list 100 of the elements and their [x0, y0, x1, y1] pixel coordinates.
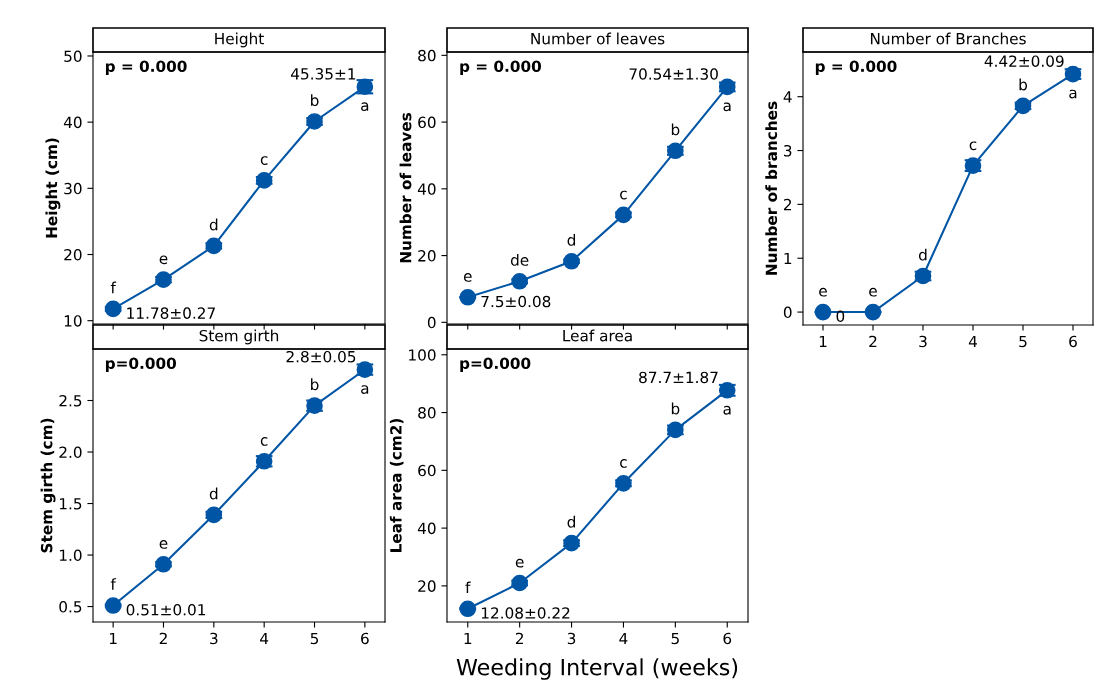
y-tick-label: 50	[64, 50, 82, 62]
chart-title: Number of Branches	[870, 32, 1026, 45]
y-tick-label: 20	[418, 580, 436, 592]
x-tick-label: 4	[968, 335, 977, 348]
y-axis-title: Number of branches	[765, 101, 778, 275]
x-tick-label: 3	[567, 632, 576, 645]
data-label: 7.5±0.08	[481, 295, 551, 308]
x-axis-title: Weeding Interval (weeks)	[456, 658, 738, 680]
y-tick-label: 40	[417, 522, 436, 535]
y-tick-label: 3	[784, 145, 792, 157]
data-label: 45.35±1	[291, 68, 356, 80]
y-tick-label: 0.5	[59, 601, 82, 613]
chart-title: Number of leaves	[531, 32, 665, 45]
annotation: c	[260, 437, 268, 446]
data-label: 2.8±0.05	[286, 350, 356, 363]
annotation: b	[1019, 78, 1028, 91]
annotation: e	[515, 558, 524, 568]
x-tick-label: 5	[1019, 335, 1027, 348]
y-axis-title: Height (cm)	[45, 138, 61, 238]
x-tick-label: 1	[109, 632, 117, 645]
x-tick-label: 6	[723, 632, 732, 645]
annotation: c	[969, 141, 977, 151]
annotation: a	[361, 385, 369, 394]
y-axis-title: Number of leaves	[399, 112, 412, 263]
annotation: d	[209, 218, 218, 231]
annotation: b	[311, 94, 319, 107]
x-tick-label: 1	[819, 335, 827, 348]
x-tick-label: 2	[515, 632, 523, 645]
y-tick-label: 2	[783, 198, 792, 211]
y-tick-label: 30	[64, 182, 82, 195]
y-tick-label: 0	[427, 316, 436, 329]
data-label: 11.78±0.27	[127, 307, 215, 319]
x-tick-label: 4	[260, 632, 269, 645]
y-tick-label: 4	[783, 91, 792, 103]
annotation: d	[918, 248, 927, 261]
y-tick-label: 10	[64, 315, 82, 327]
x-tick-label: 4	[619, 632, 628, 645]
data-label: 4.42±0.09	[984, 55, 1064, 67]
chart-title: Stem girth	[199, 329, 279, 345]
annotation: e	[159, 255, 168, 265]
y-tick-label: 100	[409, 349, 436, 361]
annotation: a	[1069, 89, 1077, 99]
annotation: d	[209, 487, 218, 500]
x-tick-label: 2	[869, 335, 877, 348]
annotation: c	[620, 459, 627, 468]
chart-title: Height	[215, 32, 264, 48]
annotation: p = 0.000	[460, 60, 542, 75]
annotation: a	[723, 405, 731, 415]
x-tick-label: 3	[210, 632, 218, 645]
y-tick-label: 1.5	[59, 498, 82, 510]
annotation: de	[510, 253, 529, 266]
y-tick-label: 20	[64, 248, 82, 261]
x-tick-label: 6	[1069, 335, 1077, 348]
y-tick-label: 80	[418, 49, 436, 62]
annotation: a	[361, 102, 369, 112]
point	[615, 206, 632, 224]
y-tick-label: 2.5	[59, 394, 82, 407]
y-tick-label: 20	[418, 250, 436, 262]
annotation: e	[159, 540, 168, 549]
annotation: a	[723, 102, 731, 112]
data-label: 87.7±1.87	[639, 371, 718, 384]
annotation: p = 0.000	[815, 60, 897, 75]
annotation: p = 0.000	[105, 60, 187, 75]
chart-title: Leaf area	[563, 329, 632, 342]
annotation: b	[311, 378, 319, 391]
x-tick-label: 5	[310, 632, 319, 645]
data-label: 12.08±0.22	[481, 607, 570, 619]
y-tick-label: 0	[783, 306, 792, 319]
annotation: b	[671, 123, 680, 136]
annotation: b	[671, 402, 680, 415]
annotation: c	[260, 156, 268, 165]
annotation: p=0.000	[105, 357, 177, 372]
annotation: d	[567, 515, 576, 528]
x-tick-label: 5	[671, 632, 679, 645]
y-tick-label: 60	[418, 116, 436, 129]
annotation: e	[819, 287, 827, 297]
annotation: e	[463, 273, 472, 282]
data-label: 0	[836, 310, 845, 323]
data-label: 0.51±0.01	[126, 603, 206, 616]
point	[155, 556, 172, 573]
y-tick-label: 40	[417, 183, 436, 195]
x-tick-label: 2	[159, 632, 167, 645]
y-tick-label: 1	[784, 252, 792, 265]
annotation: p=0.000	[460, 357, 531, 372]
annotation: f	[110, 281, 117, 294]
y-tick-label: 1.0	[59, 549, 82, 562]
y-tick-label: 40	[63, 116, 82, 129]
y-tick-label: 2.0	[59, 446, 82, 459]
y-tick-label: 80	[418, 407, 436, 419]
annotation: f	[465, 581, 471, 594]
data-label: 70.54±1.30	[629, 68, 718, 80]
y-axis-title: Stem girth (cm)	[40, 418, 56, 553]
annotation: e	[869, 287, 877, 297]
x-tick-label: 3	[919, 335, 927, 348]
x-tick-label: 1	[464, 632, 472, 645]
annotation: c	[620, 190, 627, 200]
annotation: f	[110, 578, 117, 590]
y-tick-label: 60	[418, 464, 436, 477]
y-axis-title: Leaf area (cm2)	[389, 418, 404, 552]
x-tick-label: 6	[361, 632, 369, 645]
